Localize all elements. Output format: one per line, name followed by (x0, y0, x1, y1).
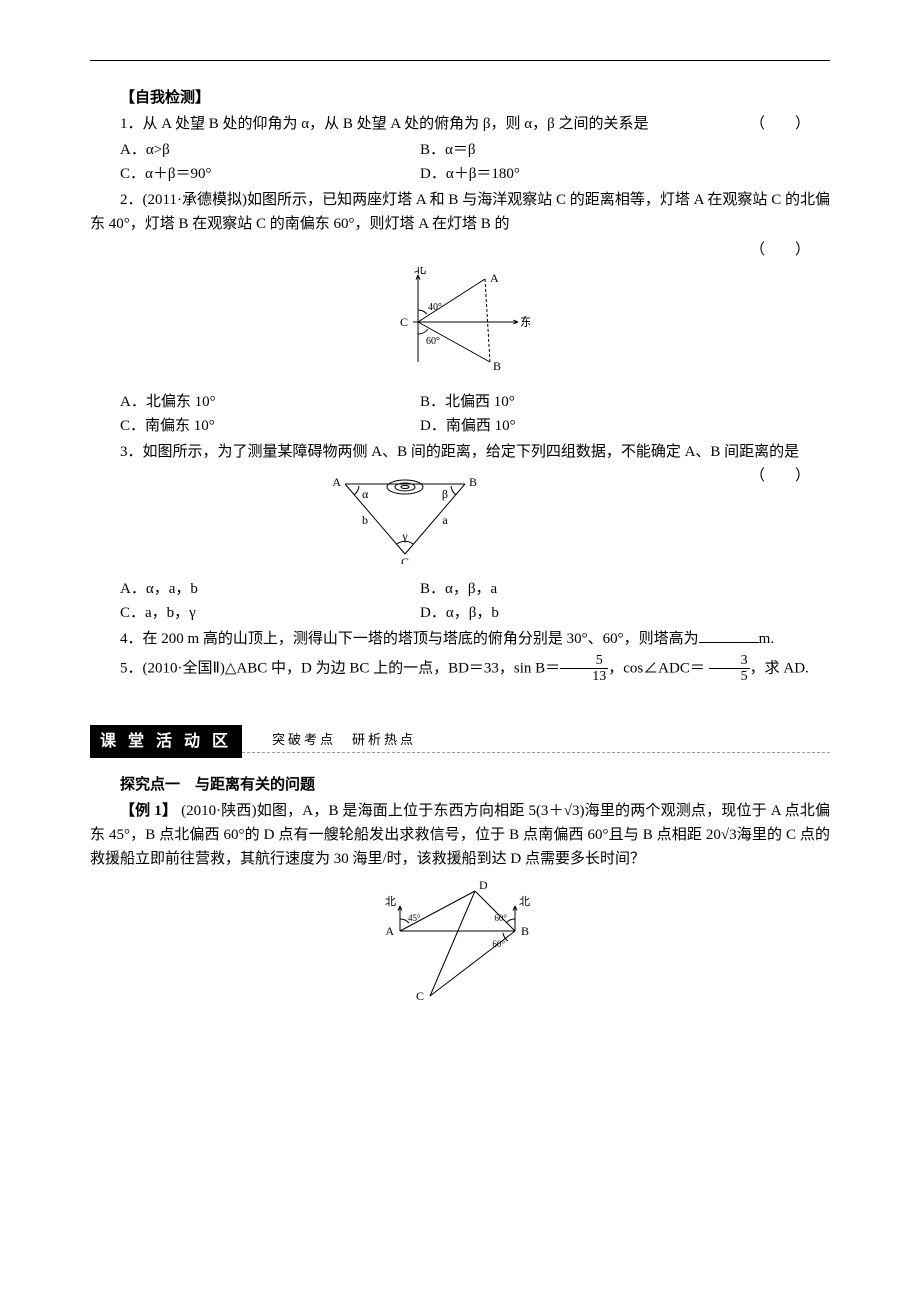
q5-frac2: 35 (709, 653, 750, 685)
self-test-heading: 【自我检测】 (90, 86, 830, 110)
example1-figure: 北 北 A B D C 45° 60° 60° (90, 876, 830, 1014)
explore-heading: 探究点一 与距离有关的问题 (90, 773, 830, 797)
svg-text:γ: γ (401, 529, 408, 543)
q1-optA: A．α>β (120, 138, 420, 162)
q1-options-row1: A．α>β B．α＝β (90, 138, 830, 162)
svg-text:C: C (400, 315, 408, 329)
q3-stem: 3．如图所示，为了测量某障碍物两侧 A、B 间的距离，给定下列四组数据，不能确定… (120, 444, 799, 460)
q1-options-row2: C．α＋β＝90° D．α＋β＝180° (90, 162, 830, 186)
q2-optA: A．北偏东 10° (120, 390, 420, 414)
svg-text:B: B (469, 475, 477, 489)
svg-text:A: A (490, 271, 499, 285)
q2-paren: （ ） (750, 238, 810, 262)
svg-text:C: C (401, 555, 409, 564)
top-divider (90, 60, 830, 61)
q3-paren: （ ） (720, 464, 810, 488)
q2-optB: B．北偏西 10° (420, 390, 830, 414)
q1-stem: 1．从 A 处望 B 处的仰角为 α，从 B 处望 A 处的俯角为 β，则 α，… (120, 116, 649, 132)
svg-text:北: 北 (385, 895, 396, 908)
q2-stem: 2．(2011·承德模拟)如图所示，已知两座灯塔 A 和 B 与海洋观察站 C … (90, 192, 830, 232)
svg-text:β: β (442, 487, 448, 501)
svg-text:B: B (493, 359, 501, 373)
svg-text:60°: 60° (492, 939, 505, 949)
q3-optC: C．a，b，γ (120, 601, 420, 625)
q5-part2: ，cos∠ADC＝ (608, 660, 705, 676)
q1-optB: B．α＝β (420, 138, 830, 162)
svg-text:东: 东 (520, 315, 530, 329)
q2-options-row1: A．北偏东 10° B．北偏西 10° (90, 390, 830, 414)
svg-text:北: 北 (414, 267, 426, 276)
svg-text:a: a (442, 513, 448, 527)
q2-text: 2．(2011·承德模拟)如图所示，已知两座灯塔 A 和 B 与海洋观察站 C … (90, 188, 830, 236)
q2-optD: D．南偏西 10° (420, 414, 830, 438)
q3-options-row2: C．a，b，γ D．α，β，b (90, 601, 830, 625)
q2-paren-line: （ ） (90, 238, 830, 262)
svg-text:60°: 60° (494, 913, 507, 923)
example1-label: 【例 1】 (120, 803, 177, 819)
q4-blank (699, 628, 759, 643)
q3-optB: B．α，β，a (420, 577, 830, 601)
q1-text: 1．从 A 处望 B 处的仰角为 α，从 B 处望 A 处的俯角为 β，则 α，… (90, 112, 830, 136)
q2-optC: C．南偏东 10° (120, 414, 420, 438)
svg-text:60°: 60° (426, 336, 440, 347)
q3-text: 3．如图所示，为了测量某障碍物两侧 A、B 间的距离，给定下列四组数据，不能确定… (90, 440, 830, 464)
q4-text: 4．在 200 m 高的山顶上，测得山下一塔的塔顶与塔底的俯角分别是 30°、6… (90, 627, 830, 651)
svg-text:A: A (332, 475, 341, 489)
q5-part3: ，求 AD. (750, 660, 809, 676)
q4-before: 4．在 200 m 高的山顶上，测得山下一塔的塔顶与塔底的俯角分别是 30°、6… (120, 631, 699, 647)
example1-body: (2010·陕西)如图，A，B 是海面上位于东西方向相距 5(3＋√3)海里的两… (90, 803, 830, 867)
svg-text:b: b (362, 513, 368, 527)
q1-optC: C．α＋β＝90° (120, 162, 420, 186)
q3-optA: A．α，a，b (120, 577, 420, 601)
svg-text:C: C (416, 989, 424, 1003)
svg-text:D: D (479, 878, 488, 892)
example1-text: 【例 1】 (2010·陕西)如图，A，B 是海面上位于东西方向相距 5(3＋√… (90, 799, 830, 871)
svg-text:α: α (362, 487, 369, 501)
svg-text:45°: 45° (408, 913, 421, 923)
q3-options-row1: A．α，a，b B．α，β，a (90, 577, 830, 601)
q5-part1: 5．(2010·全国Ⅱ)△ABC 中，D 为边 BC 上的一点，BD＝33，si… (120, 660, 560, 676)
q4-after: m. (759, 631, 774, 647)
svg-text:北: 北 (519, 895, 530, 908)
svg-text:A: A (385, 924, 394, 938)
q2-figure: 北东 C A B 40° 60° (90, 267, 830, 385)
q5-text: 5．(2010·全国Ⅱ)△ABC 中，D 为边 BC 上的一点，BD＝33，si… (90, 653, 830, 685)
banner-title: 课 堂 活 动 区 (90, 725, 242, 759)
q1-optD: D．α＋β＝180° (420, 162, 830, 186)
q3-optD: D．α，β，b (420, 601, 830, 625)
q2-options-row2: C．南偏东 10° D．南偏西 10° (90, 414, 830, 438)
section-banner: 课 堂 活 动 区 突破考点 研析热点 (90, 725, 830, 759)
svg-text:40°: 40° (428, 302, 442, 313)
svg-text:B: B (521, 924, 529, 938)
q5-frac1: 513 (560, 653, 608, 685)
banner-subtitle: 突破考点 研析热点 (242, 730, 830, 754)
q1-paren: （ ） (720, 112, 810, 136)
